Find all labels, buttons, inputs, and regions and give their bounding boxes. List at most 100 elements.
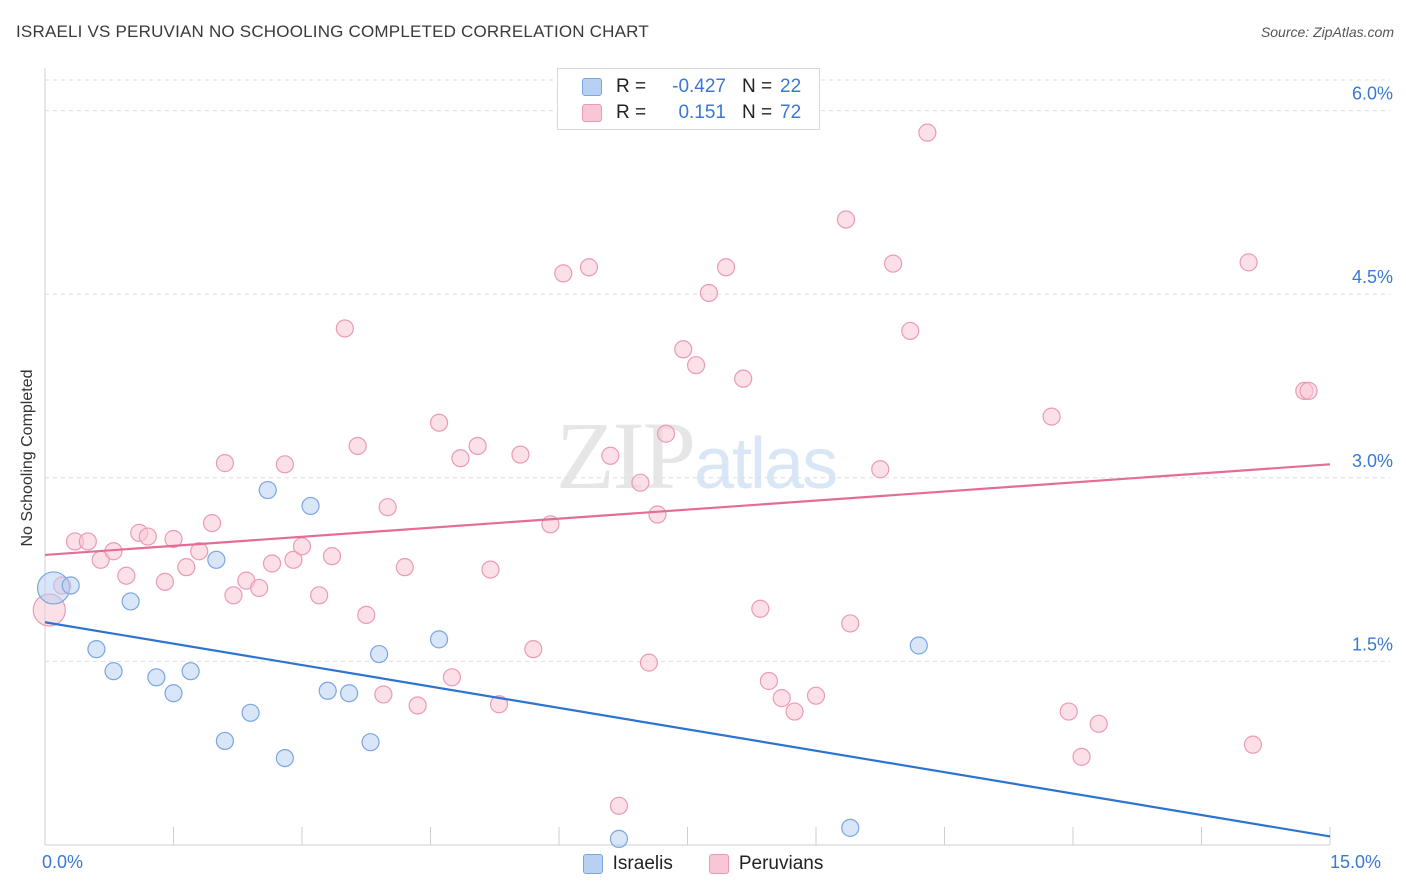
source-label: Source: ZipAtlas.com [1260, 24, 1394, 40]
israelis-legend-label: Israelis [612, 853, 673, 874]
r-value: -0.427 [672, 76, 726, 97]
n-value: 72 [780, 102, 802, 123]
peruvians-point [429, 413, 449, 432]
y-axis-label: No Schooling Completed [19, 369, 36, 547]
peruvians-point [224, 586, 243, 605]
watermark-zip: ZIP [556, 402, 696, 509]
trend-lines [44, 463, 1331, 838]
israelis-point [87, 640, 106, 659]
israelis-point [361, 733, 380, 752]
peruvians-point [871, 460, 890, 479]
peruvians-point [686, 356, 706, 375]
israelis-point [241, 703, 260, 722]
peruvians-point [609, 796, 629, 815]
peruvians-point [275, 455, 294, 474]
peruvians-point [751, 599, 770, 618]
israelis-points [36, 480, 928, 848]
peruvians-point [901, 321, 920, 341]
peruvians-point [202, 513, 222, 533]
peruvians-legend-swatch [708, 854, 729, 874]
peruvians-point [284, 550, 303, 569]
peruvians-point [918, 123, 937, 142]
peruvians-point [78, 532, 97, 551]
peruvians-point [579, 258, 599, 277]
peruvians-point [554, 264, 573, 283]
israelis-point [258, 480, 277, 500]
israelis-point [215, 731, 234, 751]
peruvians-point [656, 424, 676, 443]
peruvians-legend-label: Peruvians [738, 853, 824, 874]
peruvians-point [468, 436, 487, 456]
peruvians-point [524, 640, 543, 659]
peruvians-point [759, 671, 778, 691]
peruvians-point [806, 686, 826, 705]
peruvians-point [883, 254, 903, 273]
peruvians-point [785, 702, 804, 721]
r-label: R = [616, 102, 647, 123]
peruvians-point [190, 542, 209, 561]
peruvians-point [215, 454, 234, 473]
peruvians-point [262, 554, 282, 573]
peruvians-point [481, 560, 500, 579]
israelis-point [909, 636, 928, 655]
peruvians-point [310, 586, 329, 605]
peruvians-points [32, 123, 1318, 815]
r-value: 0.151 [678, 102, 726, 123]
y-tick-label: 4.5% [1352, 267, 1393, 287]
israelis-point [121, 592, 140, 611]
peruvians-point [511, 445, 530, 464]
peruvians-point [716, 258, 736, 277]
israelis-point [429, 630, 449, 649]
israelis-point [181, 662, 200, 681]
israelis-legend-swatch [582, 854, 603, 874]
x-tick-label-min: 0.0% [42, 852, 84, 872]
n-label: N = [742, 76, 773, 97]
y-tick-label: 1.5% [1352, 634, 1393, 654]
israelis-point [147, 668, 166, 687]
y-tick-label: 3.0% [1352, 451, 1393, 471]
peruvians-point [155, 572, 175, 591]
legend-item-peruvians: Peruvians [708, 853, 824, 875]
y-tick-labels: 1.5% 3.0% 4.5% 6.0% [1352, 84, 1393, 655]
watermark: ZIPatlas [556, 400, 838, 511]
peruvians-point [648, 505, 667, 524]
peruvians-trend-line [44, 463, 1331, 557]
axes [44, 68, 1331, 846]
legend-row-israelis: R = -0.427 N = 22 [582, 75, 801, 99]
peruvians-point [138, 527, 157, 546]
chart-title: ISRAELI VS PERUVIAN NO SCHOOLING COMPLET… [16, 22, 649, 41]
peruvians-swatch [582, 104, 602, 122]
israelis-point [370, 644, 389, 664]
peruvians-point [1042, 407, 1061, 426]
y-tick-label: 6.0% [1352, 84, 1393, 104]
peruvians-point [836, 210, 856, 229]
n-label: N = [742, 102, 773, 123]
peruvians-point [164, 529, 183, 549]
x-tick-label-max: 15.0% [1330, 852, 1382, 872]
peruvians-point [250, 578, 269, 598]
israelis-point [275, 748, 294, 768]
peruvians-point [117, 566, 136, 585]
israelis-point [61, 576, 80, 595]
watermark-atlas: atlas [694, 424, 838, 504]
peruvians-point [1243, 735, 1263, 754]
peruvians-point [639, 653, 659, 672]
peruvians-point [442, 668, 462, 687]
r-label: R = [616, 76, 647, 97]
peruvians-point [1239, 253, 1258, 272]
israelis-point [318, 681, 337, 700]
peruvians-point [292, 537, 312, 556]
israelis-point [340, 684, 359, 703]
n-value: 22 [780, 76, 802, 97]
peruvians-point [734, 369, 753, 388]
legend-item-israelis: Israelis [582, 853, 673, 875]
peruvians-point [378, 498, 397, 517]
peruvians-point [395, 558, 414, 577]
peruvians-point [1299, 381, 1318, 400]
israelis-point [841, 818, 860, 837]
israelis-trend-line [44, 621, 1331, 838]
peruvians-point [357, 605, 376, 624]
peruvians-point [772, 689, 791, 708]
peruvians-point [841, 614, 860, 633]
stats-legend: R = -0.427 N = 22 R = 0.151 N = 72 [557, 68, 820, 130]
